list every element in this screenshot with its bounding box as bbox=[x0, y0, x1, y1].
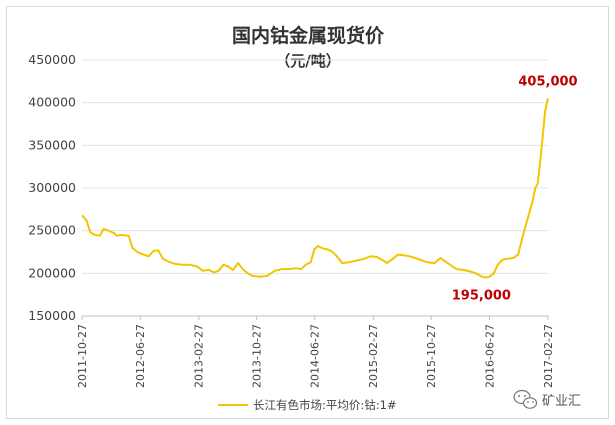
chart-subtitle: （元/吨） bbox=[275, 52, 340, 70]
x-tick-label: 2013-10-27 bbox=[251, 324, 264, 388]
x-tick-label: 2016-06-27 bbox=[483, 324, 496, 388]
annotations-layer: 405,000 195,000 bbox=[452, 74, 578, 303]
x-tick-label: 2017-02-27 bbox=[542, 324, 555, 388]
x-axis-tick-labels: 2011-10-27 2012-06-27 2013-02-27 2013-10-27… bbox=[76, 316, 555, 388]
watermark-text: 矿业汇 bbox=[542, 394, 581, 409]
watermark: 矿业汇 bbox=[513, 389, 581, 409]
legend: 长江有色市场:平均价:钴:1# bbox=[218, 398, 397, 412]
y-tick-label: 350000 bbox=[28, 137, 76, 152]
data-annotation: 405,000 bbox=[518, 74, 577, 89]
y-tick-label: 300000 bbox=[28, 180, 76, 195]
y-tick-label: 400000 bbox=[28, 95, 76, 110]
wechat-logo-icon bbox=[513, 389, 538, 409]
chart-frame bbox=[6, 6, 609, 419]
gridlines bbox=[82, 59, 548, 317]
y-tick-label: 150000 bbox=[28, 308, 76, 323]
x-tick-label: 2014-06-27 bbox=[309, 324, 322, 388]
x-tick-label: 2013-02-27 bbox=[193, 324, 206, 388]
x-tick-label: 2011-10-27 bbox=[76, 324, 89, 388]
x-tick-label: 2012-06-27 bbox=[134, 324, 147, 388]
legend-label: 长江有色市场:平均价:钴:1# bbox=[253, 398, 397, 412]
data-annotation: 195,000 bbox=[452, 289, 511, 304]
y-tick-label: 200000 bbox=[28, 265, 76, 280]
y-tick-label: 250000 bbox=[28, 223, 76, 238]
series-layer bbox=[81, 98, 549, 279]
y-tick-label: 450000 bbox=[28, 52, 76, 67]
x-tick-label: 2015-02-27 bbox=[367, 324, 380, 388]
series-line bbox=[81, 98, 549, 279]
y-axis-tick-labels: 450000 400000 350000 300000 250000 200000 1500… bbox=[28, 52, 76, 323]
x-tick-label: 2015-10-27 bbox=[425, 324, 438, 388]
chart-title: 国内钴金属现货价 bbox=[232, 24, 385, 47]
